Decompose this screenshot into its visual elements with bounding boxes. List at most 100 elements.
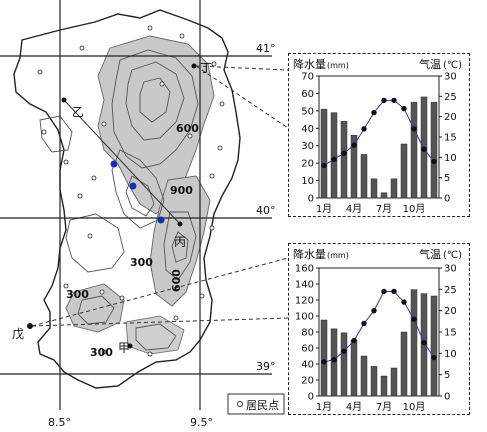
contour-lines bbox=[39, 49, 199, 351]
temperature-point bbox=[331, 357, 337, 363]
point-label-ding: 丁 bbox=[200, 61, 212, 75]
precip-bar bbox=[350, 339, 358, 397]
left-tick-label: 80 bbox=[301, 328, 314, 339]
contour-label-300-south: 300 bbox=[90, 346, 113, 359]
station-wu bbox=[27, 323, 33, 329]
settlement-markers bbox=[37, 25, 225, 357]
legend-label: 居民点 bbox=[246, 399, 279, 412]
lat-label-41: 41° bbox=[256, 42, 276, 55]
chart-top-marks: 0 10 20 30 40 50 60 70 0 5 10 15 20 25 30 1月 4月 7月 10月 bbox=[301, 72, 456, 216]
chart-bottom-marks: 0 20 40 60 80 100 120 140 160 0 5 10 15 20 25 30 1月 4月 7月 1… bbox=[295, 264, 457, 414]
x-tick-label: 10月 bbox=[403, 401, 426, 413]
left-tick-label: 20 bbox=[301, 376, 314, 387]
precip-bar bbox=[340, 121, 348, 199]
climate-chart-top-svg: 降水量 (mm) 气温 (℃) 0 10 20 30 40 50 60 70 0 5 10 15 20 2… bbox=[293, 57, 462, 216]
temperature-point bbox=[391, 288, 397, 295]
precip-bar bbox=[320, 108, 328, 199]
left-tick-label: 10 bbox=[301, 176, 314, 187]
x-tick-label: 1月 bbox=[316, 401, 332, 413]
right-tick-label: 15 bbox=[444, 133, 457, 144]
precip-bar bbox=[430, 101, 438, 199]
temperature-point bbox=[411, 316, 417, 322]
chart-top-right-unit: (℃) bbox=[443, 60, 462, 71]
precip-bar bbox=[400, 143, 408, 199]
connector-wu-top bbox=[31, 257, 289, 327]
profile-point-2 bbox=[129, 182, 137, 190]
left-tick-label: 0 bbox=[308, 194, 314, 205]
temperature-point bbox=[431, 354, 437, 361]
temperature-line bbox=[323, 99, 435, 166]
profile-point-1 bbox=[110, 160, 118, 168]
lon-label-8-5: 8.5° bbox=[48, 416, 71, 429]
left-tick-label: 40 bbox=[301, 360, 314, 371]
right-tick-label: 0 bbox=[444, 194, 450, 205]
point-label-wu: 戊 bbox=[12, 327, 24, 341]
chart-bottom-right-label: 气温 bbox=[419, 247, 441, 261]
temperature-point bbox=[371, 109, 377, 116]
right-tick-label: 5 bbox=[444, 370, 450, 381]
climate-chart-top: 降水量 (mm) 气温 (℃) 0 10 20 30 40 50 60 70 0 5 10 15 20 2… bbox=[288, 53, 470, 217]
temperature-point bbox=[421, 339, 427, 346]
profile-point-3 bbox=[157, 216, 165, 224]
right-tick-label: 10 bbox=[444, 349, 457, 360]
connector-ding-top bbox=[195, 65, 289, 71]
connector-wu-bottom bbox=[31, 317, 289, 327]
left-tick-label: 40 bbox=[301, 124, 314, 135]
precip-bar bbox=[370, 366, 378, 397]
temperature-point bbox=[351, 337, 357, 344]
temperature-point bbox=[391, 97, 397, 104]
highland-shade-south bbox=[65, 283, 125, 333]
left-tick-label: 140 bbox=[295, 280, 314, 291]
precip-bar bbox=[370, 178, 378, 199]
legend-settlement-icon bbox=[237, 401, 243, 407]
chart-top-left-label: 降水量 bbox=[293, 57, 326, 71]
chart-bottom-left-unit: (mm) bbox=[327, 251, 349, 260]
left-tick-label: 120 bbox=[295, 296, 314, 307]
lat-label-39: 39° bbox=[256, 360, 276, 373]
station-yi bbox=[61, 97, 67, 103]
right-tick-label: 0 bbox=[444, 392, 450, 403]
left-tick-label: 20 bbox=[301, 159, 314, 170]
temperature-point bbox=[351, 142, 357, 148]
legend-box bbox=[227, 393, 285, 415]
left-tick-label: 60 bbox=[301, 344, 314, 355]
station-ding bbox=[191, 63, 197, 69]
right-tick-label: 30 bbox=[444, 72, 457, 83]
right-tick-label: 15 bbox=[444, 328, 457, 339]
precip-bar bbox=[360, 154, 368, 199]
precip-bar bbox=[360, 355, 368, 397]
contour-label-900: 900 bbox=[170, 184, 193, 197]
left-tick-label: 60 bbox=[301, 89, 314, 100]
temperature-line bbox=[323, 290, 435, 363]
left-tick-label: 50 bbox=[301, 106, 314, 117]
lat-label-40: 40° bbox=[256, 204, 276, 217]
point-label-yi: 乙 bbox=[72, 105, 84, 119]
temperature-point bbox=[381, 97, 387, 104]
precip-bar bbox=[430, 295, 438, 397]
station-jia bbox=[127, 343, 133, 349]
left-tick-label: 30 bbox=[301, 141, 314, 152]
precip-bar bbox=[390, 367, 398, 397]
precip-bar bbox=[350, 135, 358, 199]
connector-ding-bottom bbox=[195, 65, 289, 129]
lat-lon-grid bbox=[0, 0, 272, 410]
x-tick-label: 7月 bbox=[376, 203, 392, 215]
left-tick-label: 100 bbox=[295, 312, 314, 323]
profile-line bbox=[63, 99, 181, 225]
right-tick-label: 25 bbox=[444, 92, 457, 103]
temperature-point bbox=[401, 105, 407, 112]
climate-chart-bottom-svg: 降水量 (mm) 气温 (℃) 0 20 40 60 80 100 120 140 160 0 5 1… bbox=[293, 247, 462, 414]
precip-bar bbox=[380, 192, 388, 199]
temperature-point bbox=[381, 288, 387, 295]
temperature-point bbox=[431, 158, 437, 165]
station-bing bbox=[177, 221, 183, 227]
x-tick-label: 10月 bbox=[403, 203, 426, 215]
precip-bar bbox=[410, 101, 418, 199]
contour-label-600-north: 600 bbox=[176, 122, 199, 135]
precip-bar bbox=[330, 112, 338, 199]
lon-label-9-5: 9.5° bbox=[190, 416, 213, 429]
chart-top-right-label: 气温 bbox=[419, 57, 441, 71]
right-tick-label: 5 bbox=[444, 173, 450, 184]
precip-bar bbox=[400, 331, 408, 397]
x-tick-label: 4月 bbox=[346, 401, 362, 413]
